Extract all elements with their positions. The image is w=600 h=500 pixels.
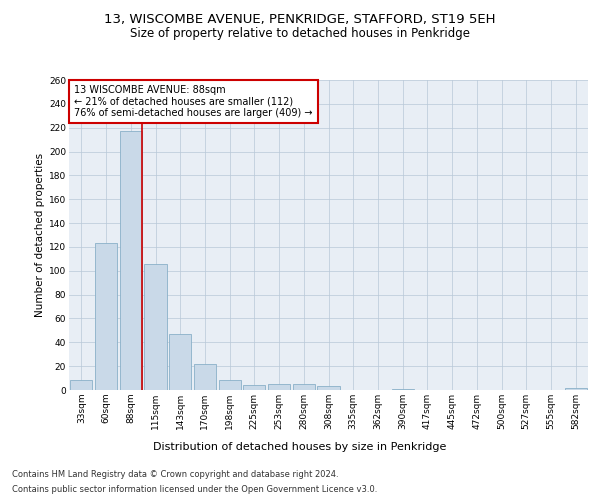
Bar	[243, 385, 265, 390]
Bar	[145, 264, 167, 390]
Bar	[317, 386, 340, 390]
Bar	[218, 380, 241, 390]
Text: Size of property relative to detached houses in Penkridge: Size of property relative to detached ho…	[130, 28, 470, 40]
Text: Contains public sector information licensed under the Open Government Licence v3: Contains public sector information licen…	[12, 485, 377, 494]
Text: Distribution of detached houses by size in Penkridge: Distribution of detached houses by size …	[154, 442, 446, 452]
Bar	[392, 389, 414, 390]
Bar	[119, 132, 142, 390]
Bar	[169, 334, 191, 390]
Bar	[194, 364, 216, 390]
Bar	[268, 384, 290, 390]
Text: 13, WISCOMBE AVENUE, PENKRIDGE, STAFFORD, ST19 5EH: 13, WISCOMBE AVENUE, PENKRIDGE, STAFFORD…	[104, 12, 496, 26]
Bar	[95, 244, 117, 390]
Text: 13 WISCOMBE AVENUE: 88sqm
← 21% of detached houses are smaller (112)
76% of semi: 13 WISCOMBE AVENUE: 88sqm ← 21% of detac…	[74, 84, 313, 118]
Bar	[565, 388, 587, 390]
Bar	[293, 384, 315, 390]
Text: Contains HM Land Registry data © Crown copyright and database right 2024.: Contains HM Land Registry data © Crown c…	[12, 470, 338, 479]
Bar	[70, 380, 92, 390]
Y-axis label: Number of detached properties: Number of detached properties	[35, 153, 45, 317]
